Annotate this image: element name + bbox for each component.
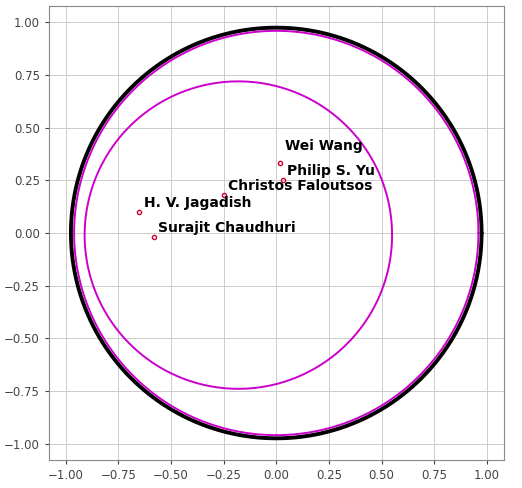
- Text: Christos Faloutsos: Christos Faloutsos: [228, 179, 372, 193]
- Text: Philip S. Yu: Philip S. Yu: [287, 164, 375, 178]
- Text: H. V. Jagadish: H. V. Jagadish: [144, 196, 251, 210]
- Text: Wei Wang: Wei Wang: [284, 139, 362, 153]
- Text: Surajit Chaudhuri: Surajit Chaudhuri: [158, 221, 296, 235]
